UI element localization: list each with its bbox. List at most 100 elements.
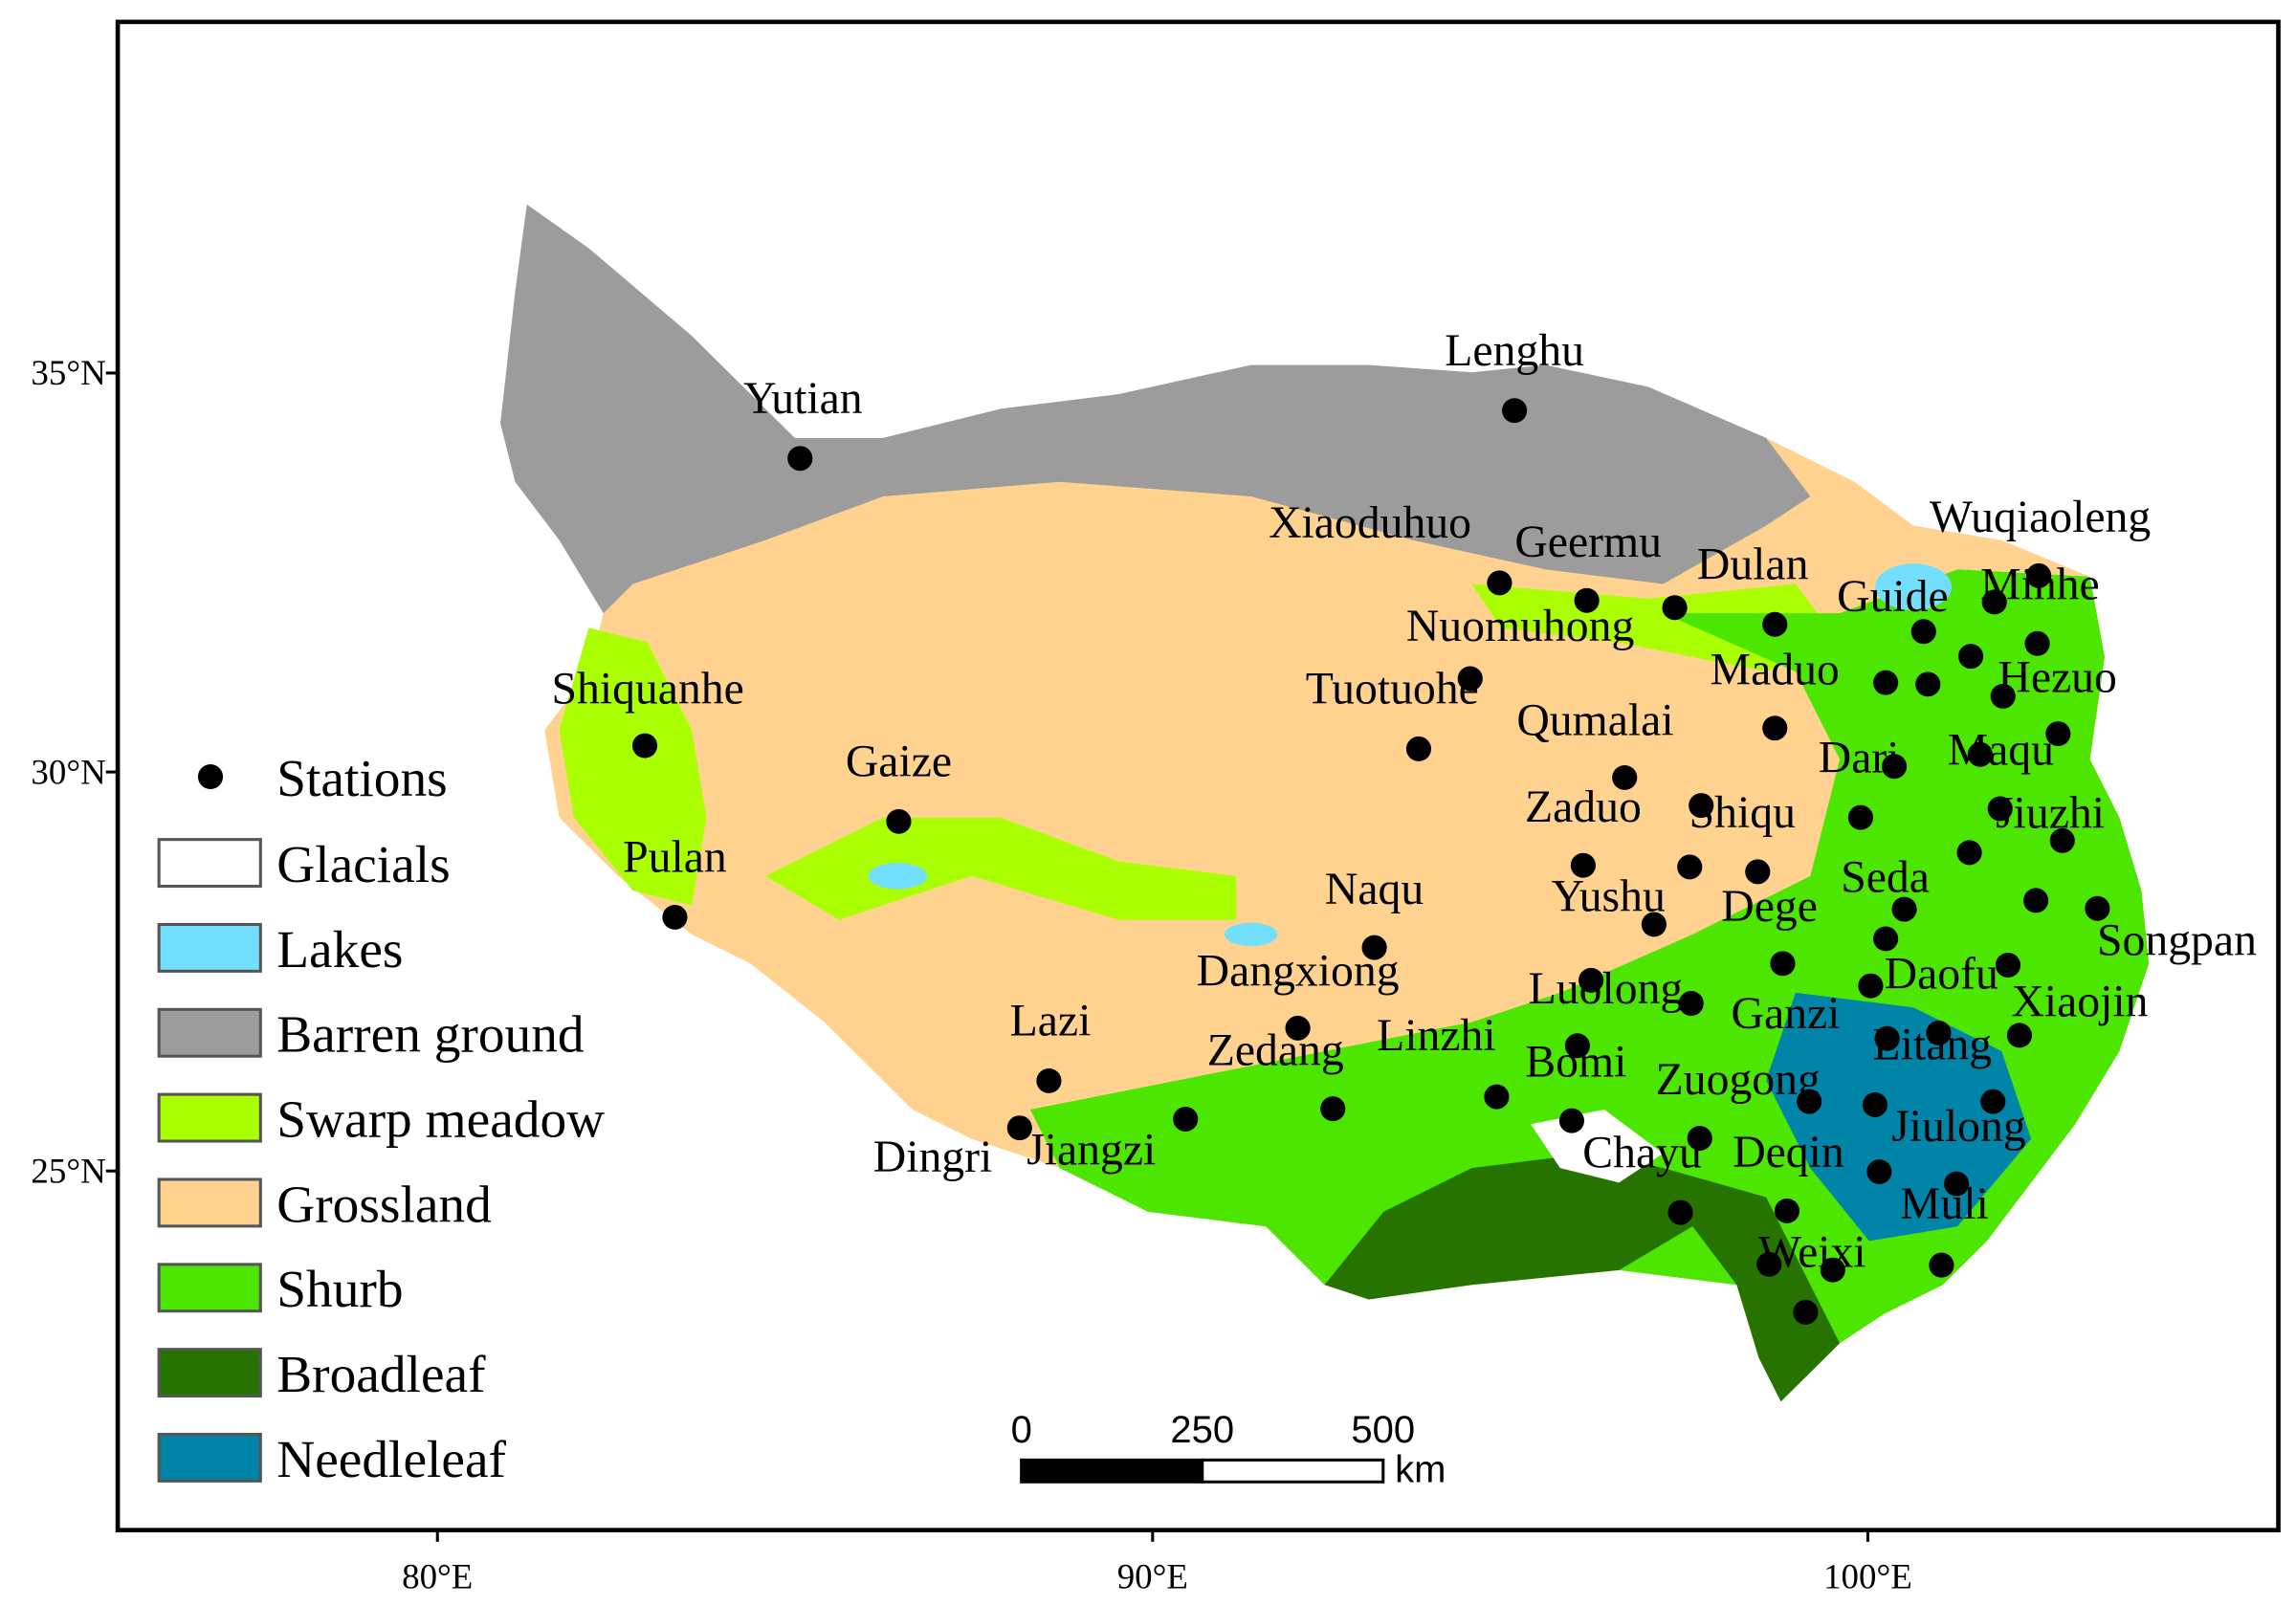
station-marker bbox=[1574, 587, 1600, 613]
legend-label: Needleleaf bbox=[276, 1430, 506, 1488]
station-marker bbox=[1558, 1108, 1584, 1133]
scale-segment bbox=[1201, 1458, 1385, 1484]
legend-station-marker bbox=[197, 764, 224, 789]
station-marker bbox=[1173, 1107, 1199, 1132]
station-label: Yutian bbox=[743, 374, 863, 424]
station-marker bbox=[2023, 888, 2049, 913]
stations: Yutian Lenghu Xiaoduhuo Geermu Dulan Nuomuhon… bbox=[551, 326, 2257, 1325]
barren-area bbox=[500, 204, 1811, 614]
station-label: Jiulong bbox=[1891, 1102, 2025, 1152]
station-label: Jiuzhi bbox=[1996, 788, 2105, 838]
station-label: Daofu bbox=[1885, 950, 1998, 1000]
station-marker bbox=[662, 904, 688, 930]
station-marker bbox=[1910, 619, 1936, 645]
legend-label: Glacials bbox=[276, 835, 450, 893]
station-marker bbox=[1405, 736, 1432, 761]
station-marker bbox=[1874, 1025, 1900, 1051]
station-label: Zaduo bbox=[1525, 782, 1642, 832]
station-marker bbox=[2085, 895, 2110, 921]
station-marker bbox=[1745, 859, 1771, 885]
legend-label: Stations bbox=[276, 749, 447, 807]
station-marker bbox=[787, 446, 813, 472]
station-marker bbox=[1770, 951, 1796, 977]
station-marker bbox=[1564, 1033, 1590, 1059]
station-marker bbox=[1457, 666, 1483, 692]
station-marker bbox=[1797, 1089, 1822, 1114]
legend-swatch bbox=[157, 1007, 262, 1058]
station-marker bbox=[1873, 926, 1899, 952]
station-marker bbox=[1320, 1096, 1346, 1122]
lake-area bbox=[1225, 922, 1278, 947]
legend-swatch bbox=[157, 1432, 262, 1483]
legend-swatch bbox=[157, 1263, 262, 1313]
station-label: Pulan bbox=[623, 833, 727, 883]
station-label: Dari bbox=[1819, 734, 1900, 783]
station-marker bbox=[1756, 1251, 1782, 1277]
scale-label: 500 bbox=[1351, 1409, 1415, 1451]
station-label: Lazi bbox=[1010, 997, 1092, 1046]
station-marker bbox=[1956, 840, 1982, 866]
station-marker bbox=[1981, 589, 2007, 615]
meadow-area bbox=[559, 627, 707, 906]
station-label: Minhe bbox=[1980, 561, 2100, 610]
station-marker bbox=[1502, 398, 1528, 424]
station-label: Linzhi bbox=[1377, 1011, 1495, 1061]
station-marker bbox=[1641, 912, 1667, 937]
station-marker bbox=[1689, 793, 1714, 819]
station-marker bbox=[1762, 715, 1788, 741]
station-marker bbox=[1929, 1252, 1954, 1278]
station-marker bbox=[1882, 754, 1908, 780]
scale-label: 250 bbox=[1170, 1409, 1234, 1451]
station-marker bbox=[1990, 683, 2016, 709]
station-label: Weixi bbox=[1758, 1228, 1866, 1278]
station-marker bbox=[1862, 1091, 1888, 1117]
scale-unit: km bbox=[1395, 1448, 1446, 1490]
lake-area bbox=[868, 863, 928, 890]
station-label: Zedang bbox=[1207, 1026, 1344, 1076]
axis-ticks: 80°E 90°E 100°E 25°N 30°N 35°N bbox=[31, 353, 1911, 1595]
x-tick-label: 100°E bbox=[1823, 1557, 1912, 1596]
station-label: Muli bbox=[1900, 1179, 1989, 1229]
station-marker bbox=[1995, 953, 2021, 978]
station-marker bbox=[1847, 804, 1874, 830]
station-marker bbox=[1891, 896, 1917, 922]
lake-area bbox=[1875, 563, 1952, 611]
station-marker bbox=[1662, 595, 1688, 621]
station-label: Lenghu bbox=[1445, 326, 1584, 376]
station-marker bbox=[1987, 796, 2013, 822]
legend-swatch bbox=[157, 838, 262, 889]
legend-label: Broadleaf bbox=[276, 1345, 486, 1403]
station-marker bbox=[2006, 1023, 2032, 1048]
y-tick-label: 35°N bbox=[31, 353, 105, 392]
station-label: Dingri bbox=[873, 1133, 993, 1182]
station-label: Naqu bbox=[1325, 865, 1424, 914]
station-marker bbox=[2026, 562, 2052, 588]
legend-label: Grossland bbox=[276, 1175, 492, 1233]
legend-swatch bbox=[157, 1177, 262, 1228]
station-label: Guide bbox=[1837, 572, 1949, 622]
legend-label: Swarp meadow bbox=[276, 1090, 605, 1149]
station-marker bbox=[886, 808, 912, 834]
station-label: Tuotuohe bbox=[1306, 665, 1479, 715]
station-marker bbox=[1957, 644, 1984, 670]
legend-swatch bbox=[157, 922, 262, 973]
station-label: Nuomuhong bbox=[1406, 602, 1634, 651]
station-label: Bomi bbox=[1525, 1037, 1626, 1087]
station-marker bbox=[1678, 991, 1704, 1016]
station-marker bbox=[1774, 1198, 1800, 1223]
station-marker bbox=[1285, 1015, 1311, 1041]
station-marker bbox=[1036, 1067, 1062, 1093]
station-label: Xiaojin bbox=[2011, 978, 2148, 1027]
station-marker bbox=[1677, 854, 1703, 880]
x-tick-label: 80°E bbox=[402, 1557, 473, 1596]
station-label: Wuqiaoleng bbox=[1930, 493, 2151, 542]
station-marker bbox=[2045, 721, 2071, 747]
station-label: Shiqu bbox=[1689, 788, 1796, 838]
station-label: Deqin bbox=[1733, 1128, 1844, 1177]
legend-swatch bbox=[157, 1348, 262, 1398]
station-marker bbox=[1687, 1126, 1712, 1151]
station-marker bbox=[1570, 852, 1596, 878]
